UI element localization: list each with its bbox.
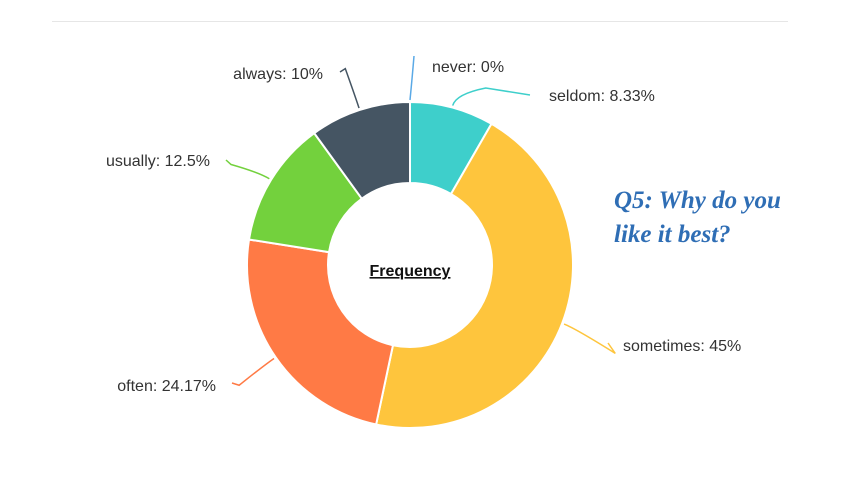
- question-line-1: Q5: Why do you: [614, 187, 781, 214]
- top-divider: [52, 21, 788, 22]
- slice-label-often: often: 24.17%: [117, 378, 216, 395]
- slice-sometimes[interactable]: [374, 122, 574, 429]
- leader-lines: [225, 55, 616, 387]
- center-label: Frequency: [370, 263, 451, 280]
- slice-label-usually: usually: 12.5%: [106, 153, 210, 170]
- slice-always[interactable]: [312, 100, 411, 201]
- leader-line-usually: [225, 159, 270, 180]
- slice-label-sometimes: sometimes: 45%: [623, 338, 741, 355]
- question-line-2: like it best?: [614, 221, 731, 248]
- leader-line-sometimes: [563, 323, 616, 355]
- leader-line-seldom: [451, 87, 531, 106]
- slice-label-never: never: 0%: [432, 59, 504, 76]
- donut-slices: [246, 100, 574, 429]
- slice-label-always: always: 10%: [233, 66, 323, 83]
- question-text: Q5: Why do you like it best?: [614, 184, 854, 252]
- slice-labels: never: 0% seldom: 8.33% sometimes: 45% ofte…: [106, 59, 741, 395]
- leader-line-never: [409, 55, 415, 101]
- slice-often[interactable]: [246, 238, 395, 426]
- slice-label-seldom: seldom: 8.33%: [549, 88, 655, 105]
- leader-line-always: [339, 67, 360, 109]
- leader-line-often: [231, 357, 275, 387]
